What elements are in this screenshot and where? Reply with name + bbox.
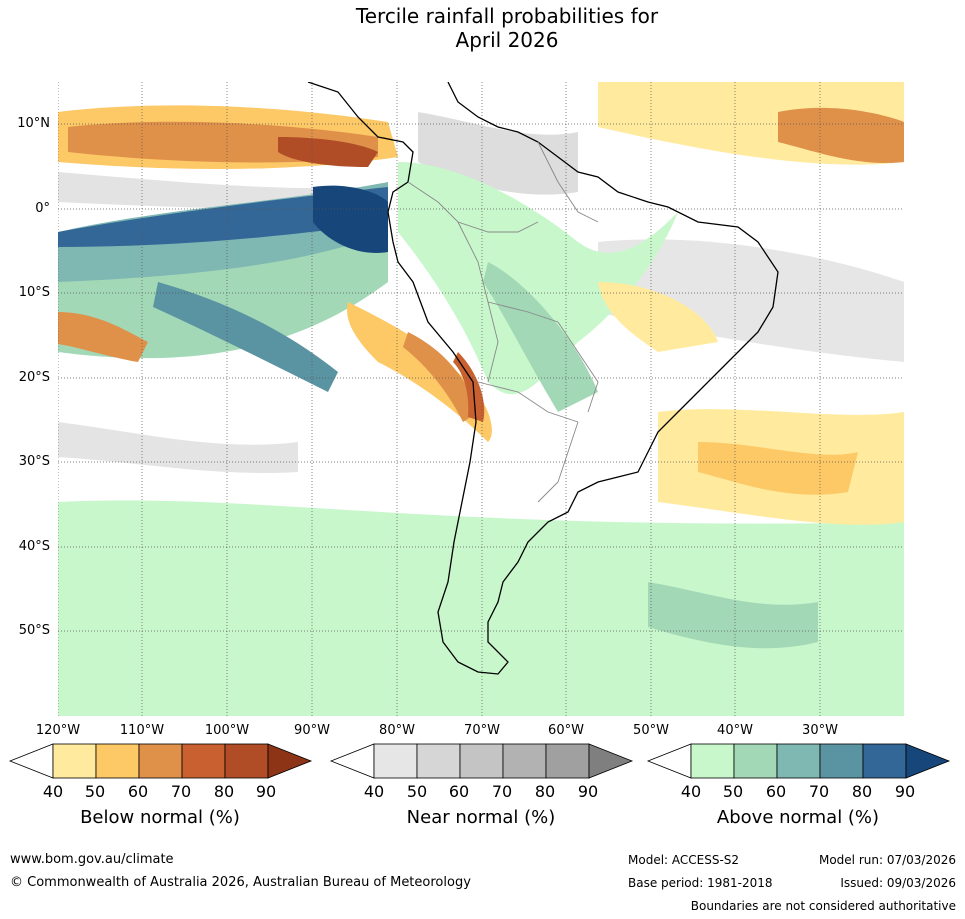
below-normal-zones bbox=[58, 82, 904, 525]
legend-above-normal bbox=[646, 743, 951, 783]
lon-label-80w: 80°W bbox=[379, 723, 415, 738]
lon-label-40w: 40°W bbox=[717, 723, 753, 738]
title-line-2: April 2026 bbox=[455, 28, 559, 52]
legend-near-tick: 50 bbox=[406, 782, 428, 801]
legend-below-tick: 80 bbox=[213, 782, 235, 801]
website-link[interactable]: www.bom.gov.au/climate bbox=[10, 852, 174, 867]
map-canvas bbox=[58, 82, 904, 716]
legend-swatch-high bbox=[588, 743, 634, 779]
legend-below-title: Below normal (%) bbox=[80, 807, 240, 828]
lat-label-20s: 20°S bbox=[18, 370, 50, 385]
legend-swatch bbox=[52, 743, 97, 779]
legend-above-tick: 80 bbox=[851, 782, 873, 801]
legend-swatch bbox=[181, 743, 226, 779]
legend-swatch bbox=[138, 743, 183, 779]
legend-near-tick: 60 bbox=[448, 782, 470, 801]
legend-below-tick: 60 bbox=[127, 782, 149, 801]
boundaries-disclaimer: Boundaries are not considered authoritat… bbox=[690, 899, 956, 913]
graticule bbox=[58, 82, 904, 716]
lon-label-70w: 70°W bbox=[464, 723, 500, 738]
legend-swatch bbox=[459, 743, 504, 779]
country-borders bbox=[407, 141, 599, 503]
title-line-1: Tercile rainfall probabilities for bbox=[355, 4, 659, 28]
copyright-text: © Commonwealth of Australia 2026, Austra… bbox=[10, 875, 471, 890]
legend-near-title: Near normal (%) bbox=[406, 807, 556, 828]
legend-above-tick: 70 bbox=[808, 782, 830, 801]
legend-near-tick: 40 bbox=[363, 782, 385, 801]
legend-above-tick: 60 bbox=[765, 782, 787, 801]
forecast-map bbox=[58, 82, 904, 716]
legend-near-normal-bar bbox=[329, 743, 634, 779]
legend-below-tick: 70 bbox=[170, 782, 192, 801]
lat-label-10s: 10°S bbox=[18, 285, 50, 300]
legend-above-normal-bar bbox=[646, 743, 951, 779]
model-run-date: Model run: 07/03/2026 bbox=[818, 853, 956, 867]
legend-swatch bbox=[690, 743, 735, 779]
legend-near-tick: 70 bbox=[491, 782, 513, 801]
lon-label-120w: 120°W bbox=[35, 723, 81, 738]
legend-swatch-low bbox=[8, 743, 54, 779]
legend-above-tick: 40 bbox=[680, 782, 702, 801]
lon-label-110w: 110°W bbox=[119, 723, 165, 738]
above-normal-zones bbox=[58, 162, 904, 716]
legend-below-normal-bar bbox=[8, 743, 313, 779]
legend-swatch bbox=[862, 743, 907, 779]
legend-swatch-low bbox=[646, 743, 692, 779]
lat-label-0: 0° bbox=[35, 201, 50, 216]
legend-swatch bbox=[776, 743, 821, 779]
legend-above-title: Above normal (%) bbox=[716, 807, 880, 828]
legend-swatch-high bbox=[267, 743, 313, 779]
legend-swatch-high bbox=[905, 743, 951, 779]
legend-swatch bbox=[224, 743, 269, 779]
legend-swatch bbox=[373, 743, 418, 779]
legend-swatch bbox=[819, 743, 864, 779]
legend-above-tick: 90 bbox=[894, 782, 916, 801]
legend-near-tick: 90 bbox=[577, 782, 599, 801]
legend-swatch bbox=[95, 743, 140, 779]
legend-swatch bbox=[545, 743, 590, 779]
legend-near-tick: 80 bbox=[534, 782, 556, 801]
lat-label-50s: 50°S bbox=[18, 623, 50, 638]
lon-label-30w: 30°W bbox=[802, 723, 838, 738]
legend-swatch bbox=[416, 743, 461, 779]
issued-date: Issued: 09/03/2026 bbox=[840, 876, 956, 890]
lat-label-10n: 10°N bbox=[17, 116, 50, 131]
lat-label-30s: 30°S bbox=[18, 454, 50, 469]
base-period: Base period: 1981-2018 bbox=[628, 876, 773, 890]
lat-label-40s: 40°S bbox=[18, 539, 50, 554]
legend-near-normal bbox=[329, 743, 634, 783]
coastline-south-america bbox=[307, 82, 779, 675]
legend-above-tick: 50 bbox=[722, 782, 744, 801]
legend-below-tick: 40 bbox=[42, 782, 64, 801]
legend-below-tick: 90 bbox=[255, 782, 277, 801]
legend-below-tick: 50 bbox=[84, 782, 106, 801]
legend-swatch bbox=[502, 743, 547, 779]
lon-label-90w: 90°W bbox=[294, 723, 330, 738]
legend-below-normal bbox=[8, 743, 313, 783]
lon-label-50w: 50°W bbox=[633, 723, 669, 738]
model-name: Model: ACCESS-S2 bbox=[628, 853, 740, 867]
legend-swatch bbox=[733, 743, 778, 779]
legend-swatch-low bbox=[329, 743, 375, 779]
map-title: Tercile rainfall probabilities for April… bbox=[0, 4, 965, 52]
lon-label-60w: 60°W bbox=[548, 723, 584, 738]
lon-label-100w: 100°W bbox=[204, 723, 250, 738]
